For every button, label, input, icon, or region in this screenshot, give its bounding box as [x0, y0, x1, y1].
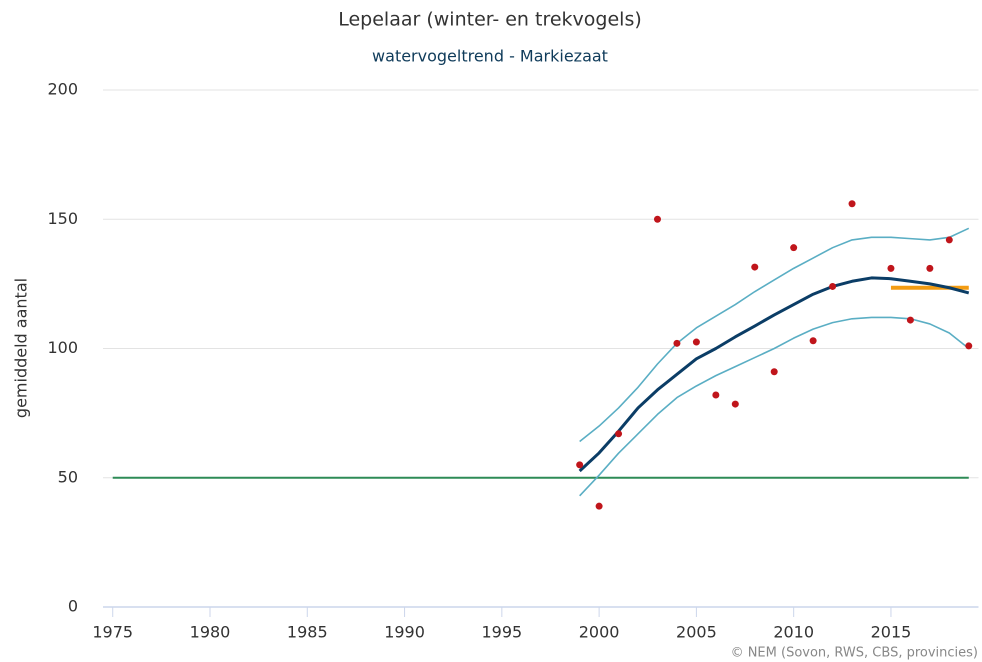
- data-point: [751, 263, 759, 271]
- x-tick-label: 2000: [579, 623, 620, 642]
- data-point: [576, 461, 584, 469]
- y-tick-label: 50: [58, 467, 78, 486]
- data-point: [790, 244, 798, 252]
- x-tick-label: 1975: [92, 623, 133, 642]
- data-point: [965, 342, 973, 350]
- data-point: [906, 316, 914, 324]
- x-tick-label: 2005: [676, 623, 717, 642]
- trend-line: [578, 276, 970, 473]
- chart-subtitle: watervogeltrend - Markiezaat: [372, 47, 608, 66]
- y-tick-label: 100: [47, 338, 78, 357]
- x-tick-label: 1980: [190, 623, 231, 642]
- y-axis-label: gemiddeld aantal: [12, 278, 31, 418]
- trend-line: [579, 316, 970, 497]
- data-point: [712, 391, 720, 399]
- data-point: [673, 339, 681, 347]
- x-tick-label: 1990: [384, 623, 425, 642]
- data-point: [615, 430, 623, 438]
- trend-line: [579, 227, 970, 443]
- data-point: [945, 236, 953, 244]
- y-tick-label: 200: [47, 80, 78, 99]
- data-point: [809, 337, 817, 345]
- x-tick-label: 1985: [287, 623, 328, 642]
- x-tick-label: 2010: [773, 623, 814, 642]
- data-point: [692, 338, 700, 346]
- data-point: [848, 200, 856, 208]
- data-point: [595, 502, 603, 510]
- chart-title: Lepelaar (winter- en trekvogels): [338, 9, 642, 31]
- data-point: [653, 215, 661, 223]
- data-point: [731, 400, 739, 408]
- data-point: [926, 264, 934, 272]
- x-tick-label: 1995: [481, 623, 522, 642]
- data-point: [829, 282, 837, 290]
- y-tick-label: 0: [68, 597, 78, 616]
- data-point: [770, 368, 778, 376]
- credits: © NEM (Sovon, RWS, CBS, provincies): [731, 646, 978, 661]
- data-point: [887, 264, 895, 272]
- x-tick-label: 2015: [871, 623, 912, 642]
- y-tick-label: 150: [47, 209, 78, 228]
